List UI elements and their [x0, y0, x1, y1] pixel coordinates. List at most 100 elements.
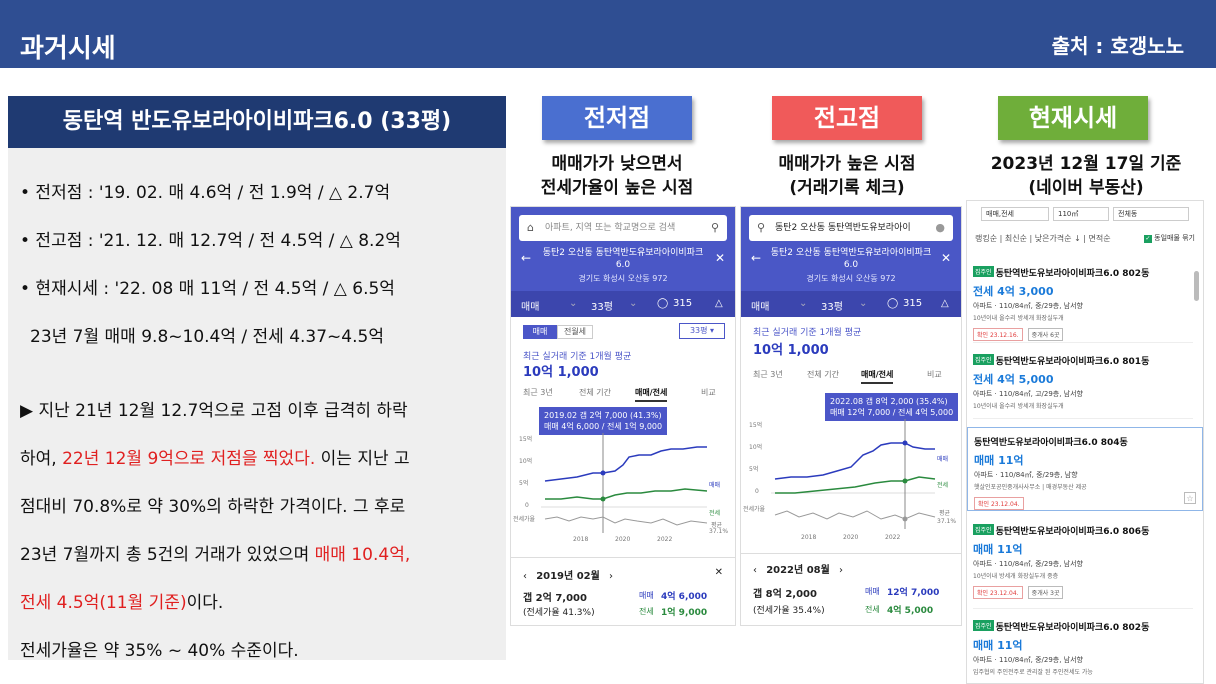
trade-label: 매매	[639, 591, 654, 600]
marker-ratio	[902, 516, 908, 522]
ratio-axis-label: 전세가율	[743, 505, 766, 513]
legend-trade: 매매	[937, 455, 948, 463]
price-chart: 15억 10억 5억 0 전세가율 2018 2020 2022 매매 전세 평…	[513, 433, 728, 543]
back-arrow-icon[interactable]: ←	[751, 251, 762, 265]
listing-item[interactable]: 동탄역반도유보라아이비파크6.0 804동 매매 11억 아파트 · 110/8…	[967, 427, 1203, 511]
ratio-value: 37.1%	[709, 528, 728, 535]
prev-month-icon[interactable]: ‹	[523, 571, 527, 582]
chevron-down-icon: ⌄	[569, 298, 578, 309]
close-icon[interactable]: ✕	[714, 567, 723, 578]
rent-value: 4억 5,000	[887, 606, 934, 616]
toggle-rent[interactable]: 전월세	[557, 325, 593, 339]
high-point-line: • 전고점 : '21. 12. 매 12.7억 / 전 4.5억 / △ 8.…	[20, 231, 401, 251]
listing-item[interactable]: 집주인 동탄역반도유보라아이비파크6.0 802동 매매 11억 아파트 · 11…	[973, 615, 1193, 683]
slide-title: 과거시세	[20, 34, 116, 64]
tab-all-period[interactable]: 전체 기간	[579, 388, 611, 397]
filter-building[interactable]: 전체동	[1113, 207, 1189, 221]
high-point-caption: 매매가가 높은 시점 (거래기록 체크)	[778, 154, 916, 198]
recent-avg-label: 최근 실거래 기준 1개월 평균	[753, 328, 862, 338]
ratio-avg-label: 평균	[711, 521, 723, 529]
y-tick: 15억	[749, 421, 762, 429]
search-input[interactable]: 아파트, 지역 또는 학교명으로 검색	[519, 215, 727, 241]
gap-value: 갭 2억 7,000	[523, 593, 587, 604]
checkbox-icon: ✓	[1143, 235, 1152, 243]
property-info-panel: • 전저점 : '19. 02. 매 4.6억 / 전 1.9억 / △ 2.7…	[8, 148, 506, 661]
favorite-icon[interactable]: ☆	[1184, 492, 1196, 504]
x-tick: 2022	[657, 536, 672, 543]
legend-rent: 전세	[937, 481, 948, 489]
chevron-down-icon: ⌄	[629, 298, 638, 309]
tab-3years[interactable]: 최근 3년	[523, 388, 553, 397]
filter-trade-type[interactable]: 매매,전세	[981, 207, 1049, 221]
y-tick: 0	[755, 488, 759, 495]
rent-label: 전세	[639, 607, 654, 616]
listing-item[interactable]: 집주인 동탄역반도유보라아이비파크6.0 802동 전세 4억 3,000 아파트…	[973, 261, 1193, 343]
sort-options[interactable]: 랭킹순 | 최신순 | 낮은가격순 ↓ | 면적순	[975, 234, 1111, 243]
recent-avg-price: 10억 1,000	[523, 365, 599, 380]
current-caption: 2023년 12월 17일 기준 (네이버 부동산)	[990, 154, 1182, 198]
next-month-icon[interactable]: ›	[839, 565, 844, 576]
x-tick: 2018	[801, 534, 816, 541]
current-listings-screenshot: 매매,전세 110㎡ 전체동 랭킹순 | 최신순 | 낮은가격순 ↓ | 면적순…	[966, 200, 1204, 684]
x-tick: 2022	[885, 534, 900, 541]
analysis-line-5: 전세 4.5억(11월 기준)이다.	[20, 593, 224, 613]
bell-icon[interactable]: △	[941, 298, 949, 309]
close-icon[interactable]: ✕	[940, 251, 951, 265]
clear-icon[interactable]: ●	[935, 221, 945, 234]
y-tick: 5억	[519, 479, 528, 487]
search-icon[interactable]: ⚲	[757, 221, 766, 234]
size-select[interactable]: 33평 ▾	[679, 323, 725, 339]
search-input[interactable]: 동탄2 오산동 동탄역반도유보라아이	[749, 215, 953, 241]
next-month-icon[interactable]: ›	[609, 571, 614, 582]
tab-compare[interactable]: 비교	[927, 370, 942, 379]
y-tick: 5억	[749, 465, 758, 473]
y-tick: 10억	[519, 457, 532, 465]
title-bar: 과거시세 출처 : 호갱노노	[0, 0, 1216, 68]
search-icon[interactable]: ⚲	[710, 221, 719, 234]
filter-area[interactable]: 110㎡	[1053, 207, 1109, 221]
analysis-line-2: 하여, 22년 12월 9억으로 저점을 찍었다. 이는 지난 고	[20, 449, 410, 469]
same-listing-toggle[interactable]: ✓ 동일매물 묶기	[1143, 234, 1195, 243]
bell-icon[interactable]: △	[715, 298, 723, 309]
tab-trade[interactable]: 매매	[751, 302, 770, 313]
highlight-rent-price: 전세 4.5억(11월 기준)	[20, 593, 187, 613]
comment-icon[interactable]: ◯	[887, 298, 899, 309]
tab-compare[interactable]: 비교	[701, 388, 716, 397]
chart-tooltip: 2022.08 갭 8억 2,000 (35.4%) 매매 12억 7,000 /…	[825, 393, 959, 421]
current-price-line: • 현재시세 : '22. 08 매 11억 / 전 4.5억 / △ 6.5억	[20, 279, 395, 299]
ratio-line	[774, 510, 936, 520]
prev-month-icon[interactable]: ‹	[753, 565, 757, 576]
tab-trade[interactable]: 매매	[521, 302, 540, 313]
filter-tabs: 매매 ⌄ 33평 ⌄ ◯ 315 △	[741, 291, 961, 317]
trade-price-line	[774, 442, 935, 480]
trade-price-line	[544, 446, 707, 482]
tab-3years[interactable]: 최근 3년	[753, 370, 783, 379]
scrollbar[interactable]	[1194, 271, 1199, 301]
comment-count: 315	[903, 298, 923, 309]
source-label: 출처 : 호갱노노	[1051, 34, 1184, 58]
listing-item[interactable]: 집주인 동탄역반도유보라아이비파크6.0 806동 매매 11억 아파트 · 11…	[973, 519, 1193, 609]
highlight-low-point: 22년 12월 9억으로 저점을 찍었다.	[62, 449, 316, 469]
close-icon[interactable]: ✕	[714, 251, 725, 265]
legend-trade: 매매	[709, 481, 720, 489]
rent-ratio-value: (전세가율 41.3%)	[523, 608, 595, 618]
selected-month: 2022년 08월	[766, 565, 830, 576]
comment-icon[interactable]: ◯	[657, 298, 669, 309]
back-arrow-icon[interactable]: ←	[521, 251, 532, 265]
home-icon[interactable]: ⌂	[527, 221, 534, 234]
complex-name: 동탄2 오산동 동탄역반도유보라아이비파크 6.0	[542, 248, 704, 270]
tab-all-period[interactable]: 전체 기간	[807, 370, 839, 379]
tab-size[interactable]: 33평	[821, 302, 843, 313]
selected-month: 2019년 02월	[536, 571, 600, 582]
listing-item[interactable]: 집주인 동탄역반도유보라아이비파크6.0 801동 전세 4억 5,000 아파트…	[973, 349, 1193, 419]
tab-trade-rent[interactable]: 매매/전세	[861, 369, 894, 384]
legend-rent: 전세	[709, 509, 720, 517]
rent-value: 1억 9,000	[661, 608, 708, 618]
tab-trade-rent[interactable]: 매매/전세	[635, 387, 668, 402]
chevron-down-icon: ⌄	[799, 298, 808, 309]
marker-trade	[600, 470, 606, 476]
ratio-axis-label: 전세가율	[513, 515, 536, 523]
toggle-trade[interactable]: 매매	[523, 325, 557, 339]
low-point-line: • 전저점 : '19. 02. 매 4.6억 / 전 1.9억 / △ 2.7…	[20, 183, 391, 203]
tab-size[interactable]: 33평	[591, 302, 613, 313]
